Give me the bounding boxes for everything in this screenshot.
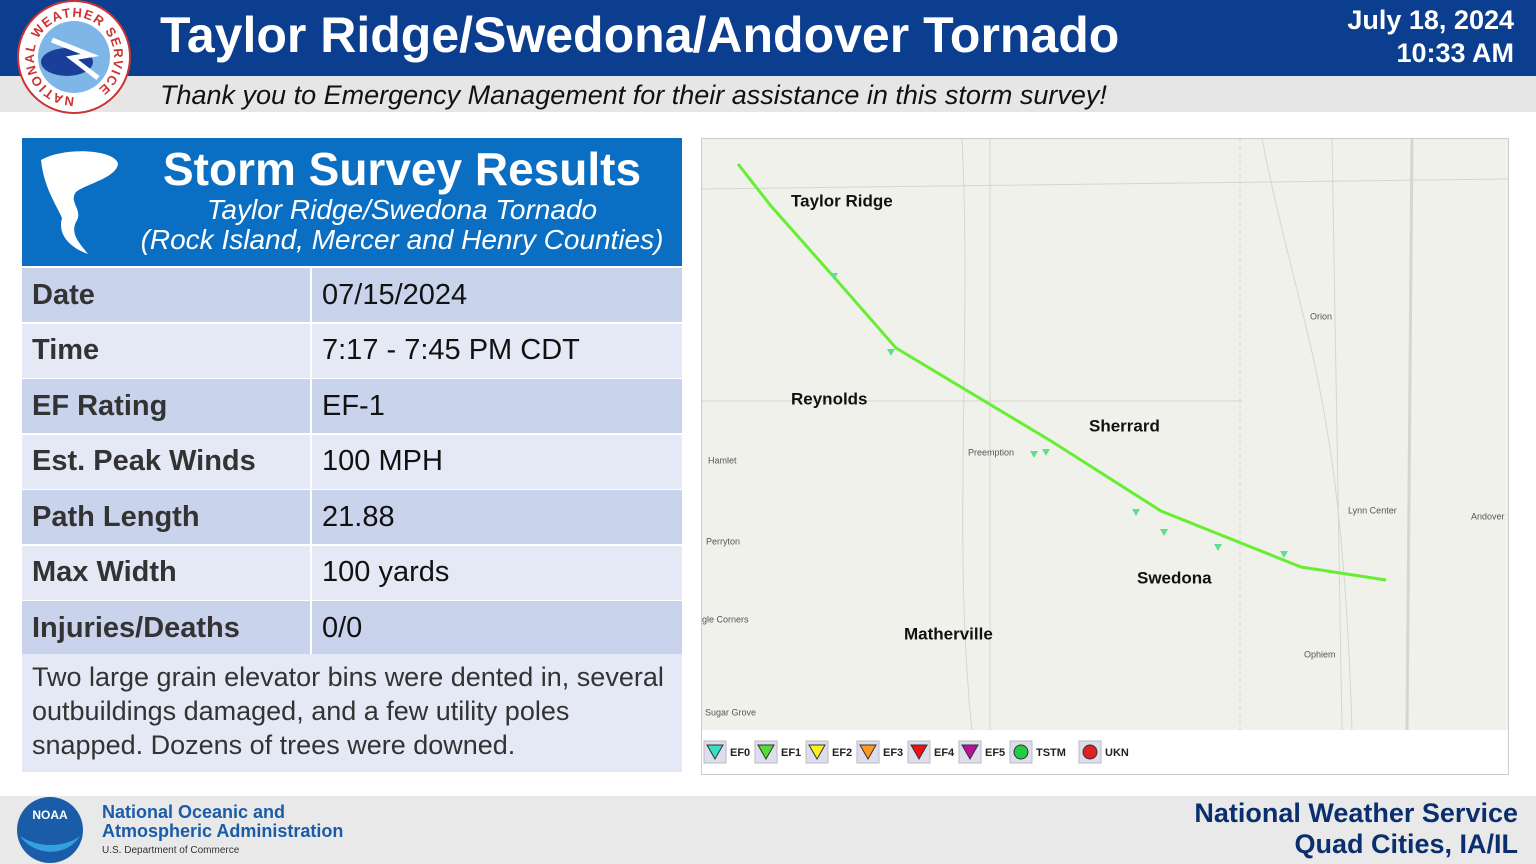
row-label: Date [22, 268, 310, 322]
nws-name: National Weather Service [1194, 798, 1518, 828]
row-label: Injuries/Deaths [22, 601, 310, 655]
legend-symbol [757, 744, 775, 761]
place-label: Preemption [968, 447, 1014, 457]
legend-symbol [859, 744, 877, 761]
town-label: Swedona [1137, 568, 1212, 587]
noaa-line2: Atmospheric Administration [102, 821, 344, 841]
place-label: Sugar Grove [705, 707, 756, 717]
legend-label: UKN [1105, 747, 1129, 759]
legend-symbol [910, 744, 928, 761]
noaa-line1: National Oceanic and [102, 802, 286, 822]
title: Taylor Ridge/Swedona/Andover Tornado [160, 7, 1120, 63]
row-value: 100 MPH [312, 434, 682, 489]
legend-symbol [808, 744, 826, 761]
legend-label: TSTM [1036, 747, 1066, 759]
map: Taylor Ridge Reynolds Sherrard Swedona Mathe… [701, 138, 1509, 732]
town-label: Reynolds [791, 389, 868, 408]
map-svg: Taylor Ridge Reynolds Sherrard Swedona Mathe… [702, 139, 1508, 731]
place-label: Andover [1471, 511, 1505, 521]
row-value: 21.88 [312, 490, 682, 544]
legend-label: EF5 [985, 747, 1005, 759]
legend-label: EF1 [781, 747, 801, 759]
description: Two large grain elevator bins were dente… [22, 654, 682, 772]
panel-title: Storm Survey Results [162, 143, 642, 195]
place-label: gle Corners [702, 614, 749, 624]
panel-subtitle: Taylor Ridge/Swedona Tornado [206, 194, 598, 225]
legend-svg: EF0 EF1 EF2 EF3 EF4 EF5 TSTM UKN [703, 740, 1129, 764]
time: 10:33 AM [1396, 38, 1514, 68]
noaa-dept: U.S. Department of Commerce [102, 845, 240, 856]
town-label: Matherville [904, 624, 993, 643]
place-label: Lynn Center [1348, 505, 1397, 515]
row-label: Path Length [22, 490, 310, 544]
subtitle-bar [0, 76, 1536, 112]
footer-bar [0, 796, 1536, 864]
place-label: Ophiem [1304, 649, 1336, 659]
legend-label: EF2 [832, 747, 852, 759]
row-value: 7:17 - 7:45 PM CDT [312, 323, 682, 378]
row-value: 07/15/2024 [312, 268, 682, 322]
row-value: 100 yards [312, 545, 682, 600]
nws-logo: NATIONAL WEATHER SERVICE [17, 0, 131, 114]
tornado-icon [41, 151, 118, 254]
place-label: Hamlet [708, 455, 737, 465]
row-label: Max Width [22, 545, 310, 600]
legend-symbol [961, 744, 979, 761]
subtitle: Thank you to Emergency Management for th… [160, 80, 1107, 110]
town-label: Taylor Ridge [791, 191, 893, 210]
row-value: EF-1 [312, 379, 682, 433]
row-label: Time [22, 323, 310, 378]
noaa-logo: NOAA [17, 797, 83, 863]
noaa-logo-text: NOAA [32, 808, 68, 822]
legend-symbol [706, 744, 724, 761]
place-label: Perryton [706, 536, 740, 546]
legend-symbol [1013, 744, 1029, 760]
row-value: 0/0 [312, 601, 682, 655]
place-label: Orion [1310, 311, 1332, 321]
header-bar [0, 0, 1536, 76]
row-label: Est. Peak Winds [22, 434, 310, 489]
panel-counties: (Rock Island, Mercer and Henry Counties) [140, 224, 664, 255]
legend: EF0 EF1 EF2 EF3 EF4 EF5 TSTM UKN [701, 730, 1509, 775]
legend-label: EF4 [934, 747, 955, 759]
legend-symbol [1082, 744, 1098, 760]
row-label: EF Rating [22, 379, 310, 433]
results-panel [22, 138, 682, 266]
legend-label: EF0 [730, 747, 750, 759]
date: July 18, 2024 [1347, 5, 1514, 35]
office-name: Quad Cities, IA/IL [1294, 829, 1518, 859]
town-label: Sherrard [1089, 416, 1160, 435]
legend-label: EF3 [883, 747, 903, 759]
